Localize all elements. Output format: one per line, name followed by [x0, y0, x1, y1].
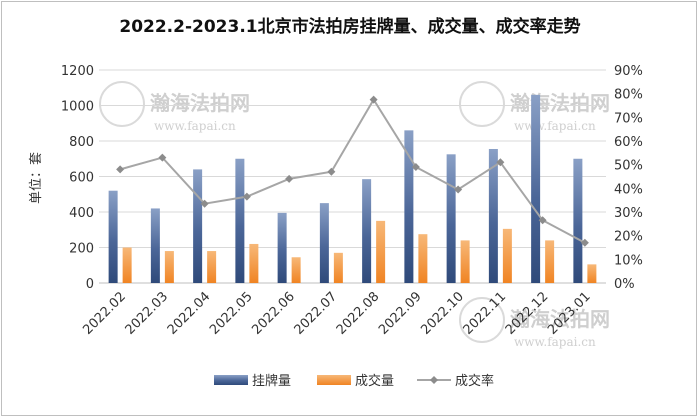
rate-point-2022.12 — [538, 216, 547, 225]
rate-line-series — [116, 95, 589, 247]
x-tick-label: 2022.07 — [292, 289, 341, 338]
x-tick-label: 2022.06 — [249, 289, 298, 338]
gridlines — [99, 69, 606, 284]
listing-bar-2023.01 — [573, 158, 583, 283]
legend-label: 成交率 — [455, 373, 494, 389]
deal-bar-2022.08 — [376, 220, 386, 283]
x-tick-label: 2022.03 — [123, 289, 172, 338]
x-tick-label: 2022.10 — [418, 289, 467, 338]
watermark-layer: 瀚海法拍网 www.fapai.cn 瀚海法拍网 www.fapai.cn 瀚海法拍网 w… — [99, 81, 610, 349]
listing-bar-2022.09 — [404, 130, 414, 283]
rate-point-2022.05 — [242, 192, 251, 201]
legend-swatch-marker — [430, 376, 438, 384]
rate-point-2022.10 — [454, 185, 463, 194]
legend-swatch — [317, 375, 351, 385]
legend: 挂牌量 成交量 成交率 — [214, 373, 494, 389]
x-axis: 2022.022022.032022.042022.052022.062022.… — [80, 289, 593, 338]
rate-point-2023.01 — [580, 238, 589, 247]
watermark-text: 瀚海法拍网 — [510, 91, 610, 115]
listing-bar-2022.10 — [446, 154, 456, 283]
y2-tick-label: 10% — [614, 253, 643, 268]
rate-point-2022.02 — [116, 165, 125, 174]
y-tick-label: 600 — [69, 171, 94, 186]
watermark-seal-icon — [459, 297, 505, 343]
x-tick-label: 2022.09 — [376, 289, 425, 338]
chart-title: 2022.2-2023.1北京市法拍房挂牌量、成交量、成交率走势 — [119, 16, 580, 37]
y-tick-label: 200 — [69, 242, 94, 257]
y-tick-label: 0 — [86, 277, 94, 292]
deal-bar-2022.04 — [207, 251, 217, 283]
deal-bar-2022.09 — [418, 234, 428, 283]
deal-bar-2022.11 — [502, 228, 512, 283]
y-axis-right: 0% 10% 20% 30% 40% 50% 60% 70% 80% 90% — [614, 64, 643, 292]
legend-label: 成交量 — [355, 373, 394, 389]
y-tick-label: 1000 — [61, 100, 94, 115]
y2-tick-label: 90% — [614, 64, 643, 79]
rate-point-2022.08 — [369, 95, 378, 104]
listing-bar-2022.02 — [108, 190, 118, 283]
y2-tick-label: 80% — [614, 88, 643, 103]
rate-point-2022.07 — [327, 167, 336, 176]
deal-bar-2022.02 — [122, 247, 132, 283]
listing-bar-2022.08 — [362, 179, 372, 283]
watermark-url: www.fapai.cn — [514, 335, 596, 349]
legend-label: 挂牌量 — [252, 373, 291, 389]
listing-bar-2022.07 — [319, 203, 329, 283]
watermark-text: 瀚海法拍网 — [510, 307, 610, 331]
y2-tick-label: 20% — [614, 230, 643, 245]
legend-item-3: 成交率 — [417, 373, 494, 389]
listing-bar-2022.03 — [150, 208, 160, 283]
watermark-text: 瀚海法拍网 — [150, 91, 250, 115]
deal-bar-2022.12 — [545, 240, 555, 283]
deal-bar-2022.03 — [164, 251, 174, 283]
rate-point-2022.09 — [411, 163, 420, 172]
y-tick-label: 400 — [69, 206, 94, 221]
y2-tick-label: 60% — [614, 135, 643, 150]
legend-item-1: 挂牌量 — [214, 373, 291, 389]
rate-point-2022.11 — [496, 158, 505, 167]
deal-bar-2023.01 — [587, 264, 597, 283]
deal-bar-2022.06 — [291, 257, 301, 283]
y-tick-label: 1200 — [61, 64, 94, 79]
listing-bar-2022.12 — [531, 94, 541, 283]
legend-swatch — [214, 375, 248, 385]
watermark-url: www.fapai.cn — [154, 119, 236, 133]
y-axis-left: 0 200 400 600 800 1000 1200 — [61, 64, 94, 292]
watermark-seal-icon — [459, 81, 505, 127]
watermark-seal-icon — [99, 81, 145, 127]
rate-line — [119, 97, 586, 244]
y2-tick-label: 70% — [614, 111, 643, 126]
y-tick-label: 800 — [69, 135, 94, 150]
watermark-url: www.fapai.cn — [514, 119, 596, 133]
y-axis-label: 单位：套 — [28, 152, 44, 204]
y2-tick-label: 40% — [614, 182, 643, 197]
rate-point-2022.04 — [200, 199, 209, 208]
deal-bar-2022.05 — [249, 243, 259, 283]
rate-point-2022.03 — [158, 153, 167, 162]
watermark-1: 瀚海法拍网 www.fapai.cn — [99, 81, 250, 133]
x-tick-label: 2022.05 — [207, 289, 256, 338]
deal-bar-2022.07 — [333, 252, 343, 283]
x-tick-label: 2022.04 — [165, 289, 214, 338]
listing-bar-2022.05 — [235, 158, 245, 283]
x-tick-label: 2022.08 — [334, 289, 383, 338]
listing-bar-2022.11 — [488, 148, 498, 283]
legend-item-2: 成交量 — [317, 373, 394, 389]
y2-tick-label: 50% — [614, 159, 643, 174]
y2-tick-label: 0% — [614, 277, 635, 292]
listing-bar-2022.04 — [193, 169, 203, 283]
watermark-3: 瀚海法拍网 www.fapai.cn — [459, 297, 610, 349]
rate-point-2022.06 — [285, 174, 294, 183]
x-tick-label: 2022.02 — [80, 289, 129, 338]
deal-bar-2022.10 — [460, 240, 470, 283]
y2-tick-label: 30% — [614, 206, 643, 221]
listing-bar-2022.06 — [277, 212, 287, 283]
bar-series — [108, 94, 597, 283]
